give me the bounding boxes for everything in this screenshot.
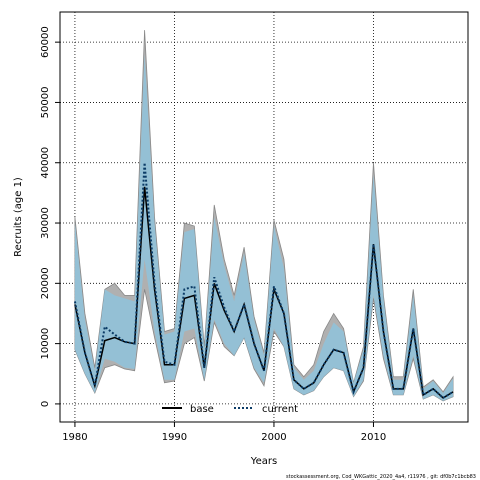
legend-label: base bbox=[190, 404, 214, 415]
y-axis-label: Recruits (age 1) bbox=[13, 177, 24, 257]
x-tick-label: 1980 bbox=[62, 432, 87, 443]
y-tick-label: 0 bbox=[40, 401, 51, 407]
legend-label: current bbox=[262, 404, 298, 415]
series-line bbox=[73, 162, 454, 400]
y-tick-label: 40000 bbox=[40, 147, 51, 179]
y-tick-label: 30000 bbox=[40, 207, 51, 239]
y-tick-label: 20000 bbox=[40, 267, 51, 299]
x-tick-label: 2000 bbox=[261, 432, 286, 443]
y-tick-label: 50000 bbox=[40, 87, 51, 119]
x-tick-label: 2010 bbox=[361, 432, 386, 443]
y-tick-label: 10000 bbox=[40, 328, 51, 360]
x-axis-label: Years bbox=[250, 456, 277, 467]
x-tick-label: 1990 bbox=[162, 432, 187, 443]
footnote: stockassessment.org, Cod_WKGattic_2020_4… bbox=[286, 474, 476, 480]
plot-frame bbox=[59, 11, 469, 423]
y-tick-label: 60000 bbox=[40, 26, 51, 58]
